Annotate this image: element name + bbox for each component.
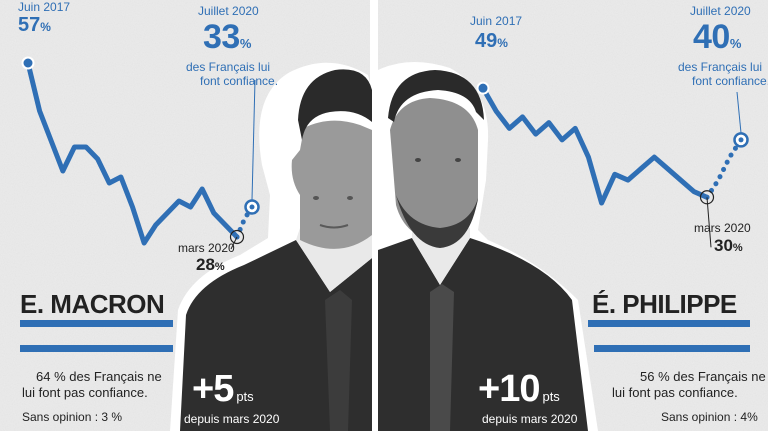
philippe-july-value: 40% bbox=[693, 18, 741, 57]
philippe-july-note-2: font confiance. bbox=[692, 74, 768, 88]
macron-gain-value: +5 bbox=[192, 368, 234, 410]
philippe-gain-value: +10 bbox=[478, 368, 540, 410]
macron-july-unit: % bbox=[239, 36, 252, 51]
philippe-march-number: 30 bbox=[714, 236, 733, 255]
macron-start-unit: % bbox=[40, 20, 51, 34]
philippe-projection-line bbox=[704, 137, 744, 200]
philippe-name: É. PHILIPPE bbox=[592, 289, 737, 319]
macron-no-trust-1: 64 % des Français ne bbox=[36, 369, 162, 384]
philippe-march-label: mars 2020 bbox=[694, 221, 751, 235]
philippe-start-value: 49% bbox=[475, 30, 508, 53]
philippe-portrait bbox=[378, 61, 598, 431]
philippe-no-trust-1: 56 % des Français ne bbox=[640, 369, 766, 384]
macron-gain: +5 pts bbox=[192, 368, 254, 411]
macron-july-number: 33 bbox=[203, 18, 240, 56]
philippe-march-value: 30% bbox=[714, 236, 743, 256]
macron-july-label: Juillet 2020 bbox=[198, 4, 259, 18]
philippe-july-unit: % bbox=[729, 36, 742, 51]
philippe-july-marker-dot bbox=[738, 137, 744, 143]
macron-march-value: 28% bbox=[196, 255, 225, 275]
macron-bar-top bbox=[20, 320, 173, 327]
philippe-march-marker bbox=[699, 190, 715, 205]
philippe-start-marker bbox=[476, 81, 490, 95]
philippe-july-note-1: des Français lui bbox=[678, 60, 763, 74]
philippe-july-label: Juillet 2020 bbox=[690, 4, 751, 18]
macron-gain-unit: pts bbox=[236, 389, 254, 404]
macron-start-number: 57 bbox=[18, 14, 41, 36]
philippe-july-leader bbox=[736, 91, 742, 133]
philippe-no-opinion: Sans opinion : 4% bbox=[661, 410, 758, 424]
macron-start-marker bbox=[21, 56, 35, 70]
philippe-march-leader bbox=[706, 197, 712, 248]
macron-march-unit: % bbox=[214, 261, 225, 273]
philippe-gain: +10 pts bbox=[478, 368, 560, 411]
macron-march-label: mars 2020 bbox=[178, 241, 235, 255]
philippe-series-line bbox=[480, 85, 710, 206]
philippe-start-label: Juin 2017 bbox=[470, 14, 523, 28]
macron-no-trust-2: lui font pas confiance. bbox=[22, 385, 148, 400]
philippe-bar-top bbox=[588, 320, 750, 327]
macron-july-value: 33% bbox=[203, 18, 251, 57]
macron-march-marker bbox=[229, 229, 245, 245]
macron-july-leader bbox=[251, 79, 256, 201]
philippe-gain-unit: pts bbox=[542, 389, 560, 404]
macron-start-value: 57% bbox=[18, 14, 51, 37]
macron-series-line bbox=[25, 60, 240, 246]
philippe-start-unit: % bbox=[497, 36, 508, 50]
panel-divider bbox=[370, 0, 378, 431]
macron-july-note-1: des Français lui bbox=[186, 60, 271, 74]
philippe-gain-since: depuis mars 2020 bbox=[482, 412, 578, 426]
macron-july-note-2: font confiance. bbox=[200, 74, 279, 88]
macron-trust-chart bbox=[21, 56, 260, 250]
philippe-july-number: 40 bbox=[693, 18, 730, 56]
philippe-march-unit: % bbox=[732, 242, 743, 254]
philippe-bar-bottom bbox=[594, 345, 750, 352]
macron-start-label: Juin 2017 bbox=[18, 0, 71, 14]
philippe-trust-chart bbox=[476, 81, 749, 248]
macron-july-marker-dot bbox=[249, 204, 255, 210]
philippe-no-trust-2: lui font pas confiance. bbox=[612, 385, 738, 400]
macron-gain-since: depuis mars 2020 bbox=[184, 412, 280, 426]
macron-name: E. MACRON bbox=[20, 289, 165, 319]
macron-bar-bottom bbox=[20, 345, 173, 352]
macron-no-opinion: Sans opinion : 3 % bbox=[22, 410, 123, 424]
philippe-start-number: 49 bbox=[475, 30, 498, 52]
macron-portrait bbox=[170, 62, 372, 431]
macron-march-number: 28 bbox=[196, 255, 215, 274]
